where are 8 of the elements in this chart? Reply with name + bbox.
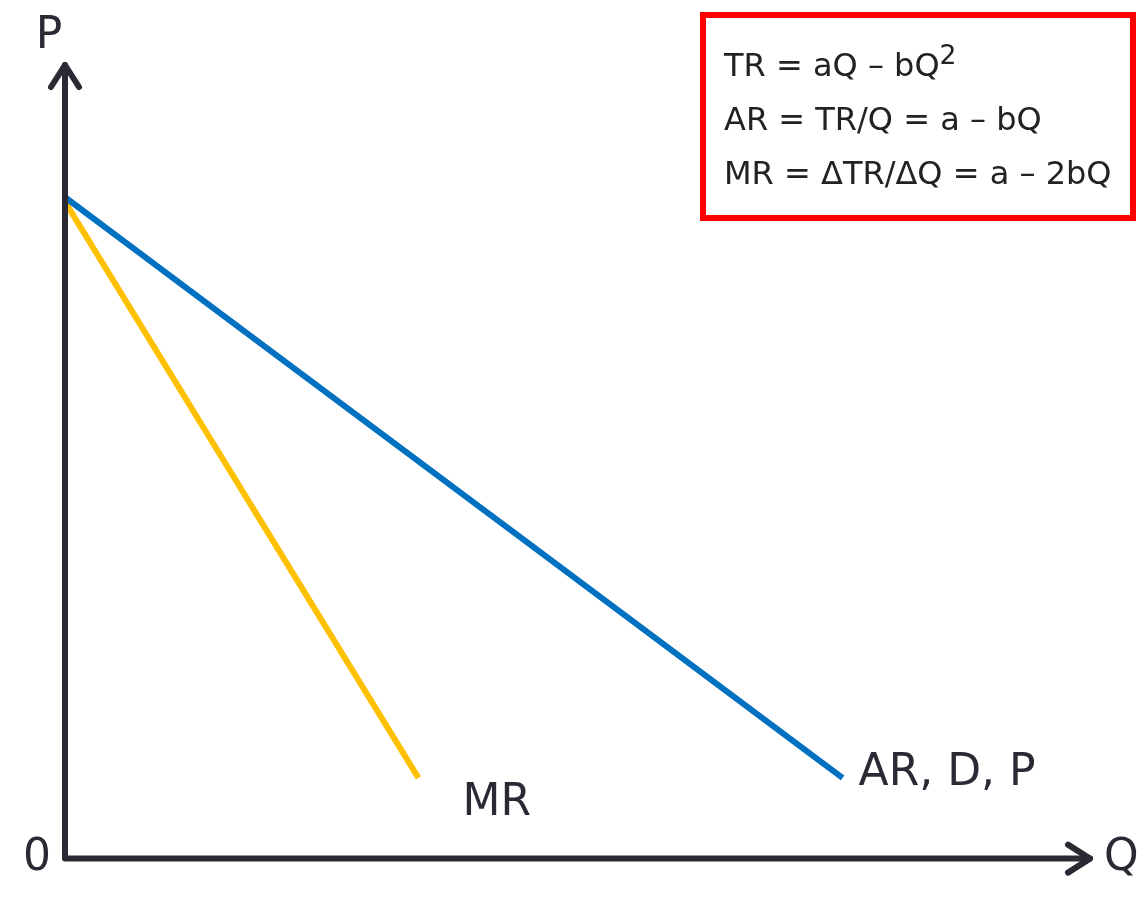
text: TR = aQ – bQ$^{2}$	[724, 38, 958, 86]
text: 0	[23, 829, 51, 881]
series-label: AR, D, P	[858, 744, 1036, 796]
y-axis-title: P	[35, 7, 63, 59]
series-label: MR	[462, 774, 531, 826]
x-axis-title: Q	[1104, 829, 1139, 881]
text: MR = ΔTR/ΔQ = a – 2bQ	[724, 153, 1112, 195]
text: AR = TR/Q = a – bQ	[724, 99, 1043, 141]
